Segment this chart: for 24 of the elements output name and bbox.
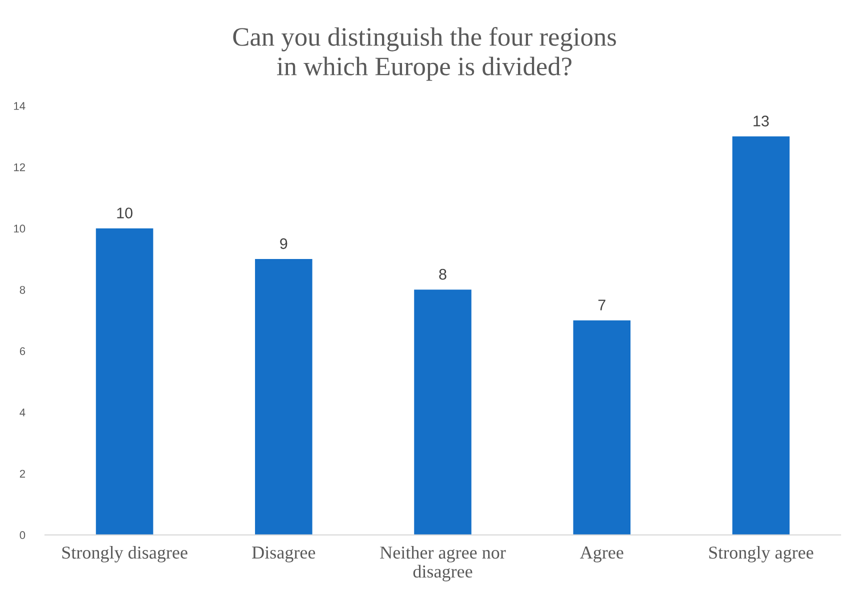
data-label: 7 xyxy=(598,300,606,310)
data-label: 10 xyxy=(117,208,132,218)
y-tick-label: 6 xyxy=(20,347,26,356)
data-label: 9 xyxy=(280,238,288,250)
x-tick-label: Strongly agree xyxy=(709,546,814,562)
bar xyxy=(414,290,472,535)
x-tick-label: Agree xyxy=(580,546,624,562)
data-label: 13 xyxy=(754,116,769,126)
bar xyxy=(732,136,790,535)
y-tick-label: 4 xyxy=(20,408,26,416)
y-tick-label: 12 xyxy=(14,163,25,172)
y-tick-label: 10 xyxy=(14,224,26,233)
bar xyxy=(96,228,154,535)
data-label: 8 xyxy=(439,268,446,280)
y-tick-label: 2 xyxy=(20,470,25,478)
x-tick-label: Strongly disagree xyxy=(62,546,188,562)
bar xyxy=(573,320,630,535)
bar xyxy=(255,259,312,535)
y-tick-label: 14 xyxy=(14,102,26,110)
x-tick-label: Neither agree nor disagree xyxy=(380,546,506,582)
y-tick-label: 0 xyxy=(20,531,26,540)
x-tick-label: Disagree xyxy=(252,546,316,562)
chart-title: Can you distinguish the four regions in which Europe is divided? xyxy=(233,27,616,81)
y-tick-label: 8 xyxy=(20,286,26,294)
